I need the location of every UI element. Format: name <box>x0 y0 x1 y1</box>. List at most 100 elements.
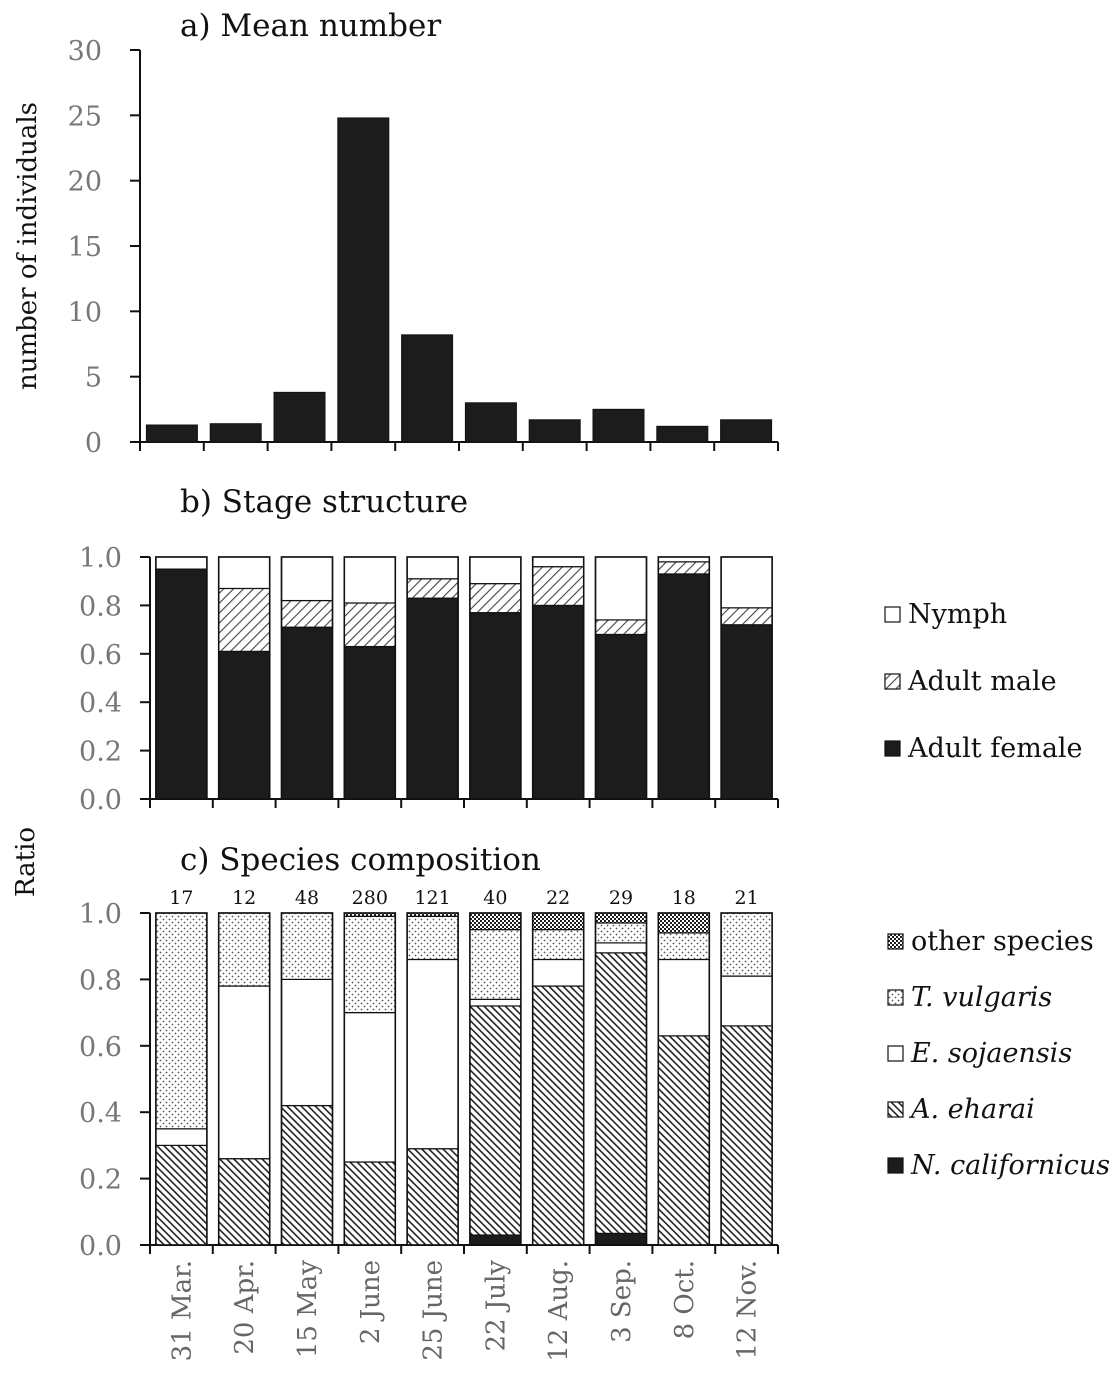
bar-segment-t-vulgaris <box>219 913 270 986</box>
bar-segment-nymph <box>282 557 333 601</box>
y-tick-label: 0.0 <box>79 785 122 816</box>
category-label: 3 Sep. <box>607 1260 637 1343</box>
panel-a-x-axis <box>140 442 778 451</box>
legend-swatch <box>888 934 903 949</box>
bar-segment-e-sojaensis <box>156 1129 207 1146</box>
y-tick-label: 1.0 <box>79 543 122 574</box>
y-tick-label: 5 <box>85 363 102 394</box>
y-tick-label: 30 <box>68 36 102 67</box>
panel-a: a) Mean number 0 5 10 15 20 25 30 number of in… <box>13 8 778 459</box>
panel-b-bars <box>156 557 772 799</box>
legend-label: other species <box>911 926 1094 957</box>
bar-segment-t-vulgaris <box>721 913 772 976</box>
bar-segment-nymph <box>721 557 772 608</box>
bar-segment-adult-female <box>596 634 647 799</box>
sample-count: 22 <box>546 887 570 909</box>
panel-b-y-axis: 0.0 0.2 0.4 0.6 0.8 1.0 <box>79 543 150 816</box>
bar-segment-t-vulgaris <box>470 930 521 1000</box>
bar-segment-adult-male <box>658 562 709 574</box>
bar-segment-t-vulgaris <box>282 913 333 979</box>
panel-b-legend: Nymph Adult male Adult female <box>885 599 1083 764</box>
panel-c-title: c) Species composition <box>180 842 541 878</box>
bar-segment-adult-male <box>596 620 647 635</box>
bar-segment-other-species <box>470 913 521 930</box>
y-tick-label: 0.2 <box>79 1165 122 1196</box>
bar-segment-adult-male <box>219 588 270 651</box>
category-label: 8 Oct. <box>670 1260 700 1339</box>
bar <box>146 425 197 442</box>
y-tick-label: 20 <box>68 167 102 198</box>
bar <box>274 392 325 442</box>
panel-b-x-axis <box>150 799 778 808</box>
y-tick-label: 25 <box>68 101 102 132</box>
bar-segment-other-species <box>596 913 647 923</box>
legend-label: N. californicus <box>910 1150 1110 1181</box>
y-tick-label: 0.4 <box>79 1098 122 1129</box>
bar-segment-other-species <box>658 913 709 933</box>
bar <box>721 420 772 442</box>
sample-count: 17 <box>169 887 193 909</box>
ratio-axis-title: Ratio <box>11 827 41 897</box>
bar-segment-adult-female <box>156 569 207 799</box>
bar <box>593 409 644 442</box>
bar-segment-a-eharai <box>721 1026 772 1245</box>
bar-segment-adult-male <box>470 584 521 613</box>
panel-b-title: b) Stage structure <box>180 484 468 520</box>
bar-segment-t-vulgaris <box>156 913 207 1129</box>
category-labels: 31 Mar. 20 Apr. 15 May 2 June 25 June 22 July… <box>167 1260 762 1362</box>
bar-segment-t-vulgaris <box>533 930 584 960</box>
panel-c-y-axis: 0.00.20.40.60.81.0 <box>79 899 150 1262</box>
bar-segment-e-sojaensis <box>533 959 584 986</box>
bar-segment-adult-female <box>282 627 333 799</box>
bar <box>210 424 261 442</box>
bar-segment-adult-female <box>219 651 270 799</box>
category-label: 12 Aug. <box>544 1260 574 1362</box>
y-tick-label: 0.8 <box>79 965 122 996</box>
legend-swatch <box>885 741 900 756</box>
bar <box>657 426 708 442</box>
category-label: 22 July <box>481 1260 511 1352</box>
y-tick-label: 0.6 <box>79 640 122 671</box>
legend-swatch <box>885 607 900 622</box>
bar-segment-e-sojaensis <box>596 943 647 953</box>
legend-swatch <box>885 674 900 689</box>
bar-segment-e-sojaensis <box>344 1013 395 1162</box>
sample-count: 21 <box>735 887 759 909</box>
panel-c-legend: other species T. vulgaris E. sojaensis A. e… <box>888 926 1110 1181</box>
legend-swatch <box>888 1158 903 1173</box>
category-label: 12 Nov. <box>733 1260 763 1360</box>
sample-count: 29 <box>609 887 633 909</box>
bar-segment-nymph <box>156 557 207 569</box>
category-label: 15 May <box>293 1260 323 1358</box>
panel-c-sample-counts: 17 12 48 280 121 40 22 29 18 21 <box>169 887 758 909</box>
panel-a-y-axis-title: number of individuals <box>13 102 43 390</box>
panel-b: b) Stage structure 0.0 0.2 0.4 0.6 0.8 1.0 Ny… <box>79 484 1082 816</box>
sample-count: 280 <box>352 887 388 909</box>
category-label: 31 Mar. <box>167 1260 197 1361</box>
bar-segment-a-eharai <box>533 986 584 1245</box>
bar-segment-nymph <box>470 557 521 584</box>
y-tick-label: 0.8 <box>79 591 122 622</box>
bar-segment-a-eharai <box>344 1162 395 1245</box>
bar-segment-e-sojaensis <box>658 959 709 1035</box>
bar-segment-nymph <box>596 557 647 620</box>
bar-segment-n-californicus <box>596 1233 647 1245</box>
bar-segment-adult-male <box>282 601 333 628</box>
bar-segment-a-eharai <box>407 1149 458 1245</box>
y-tick-label: 15 <box>68 232 102 263</box>
bar-segment-t-vulgaris <box>407 916 458 959</box>
bar-segment-nymph <box>344 557 395 603</box>
sample-count: 12 <box>232 887 256 909</box>
bar-segment-e-sojaensis <box>721 976 772 1026</box>
bar-segment-nymph <box>407 557 458 579</box>
bar-segment-adult-female <box>407 598 458 799</box>
bar-segment-e-sojaensis <box>407 959 458 1148</box>
sample-count: 40 <box>483 887 507 909</box>
legend-label: Adult female <box>907 733 1083 764</box>
bar-segment-nymph <box>219 557 270 588</box>
category-label: 20 Apr. <box>230 1260 260 1355</box>
bar-segment-n-californicus <box>470 1235 521 1245</box>
y-tick-label: 0.0 <box>79 1231 122 1262</box>
bar-segment-a-eharai <box>156 1145 207 1245</box>
